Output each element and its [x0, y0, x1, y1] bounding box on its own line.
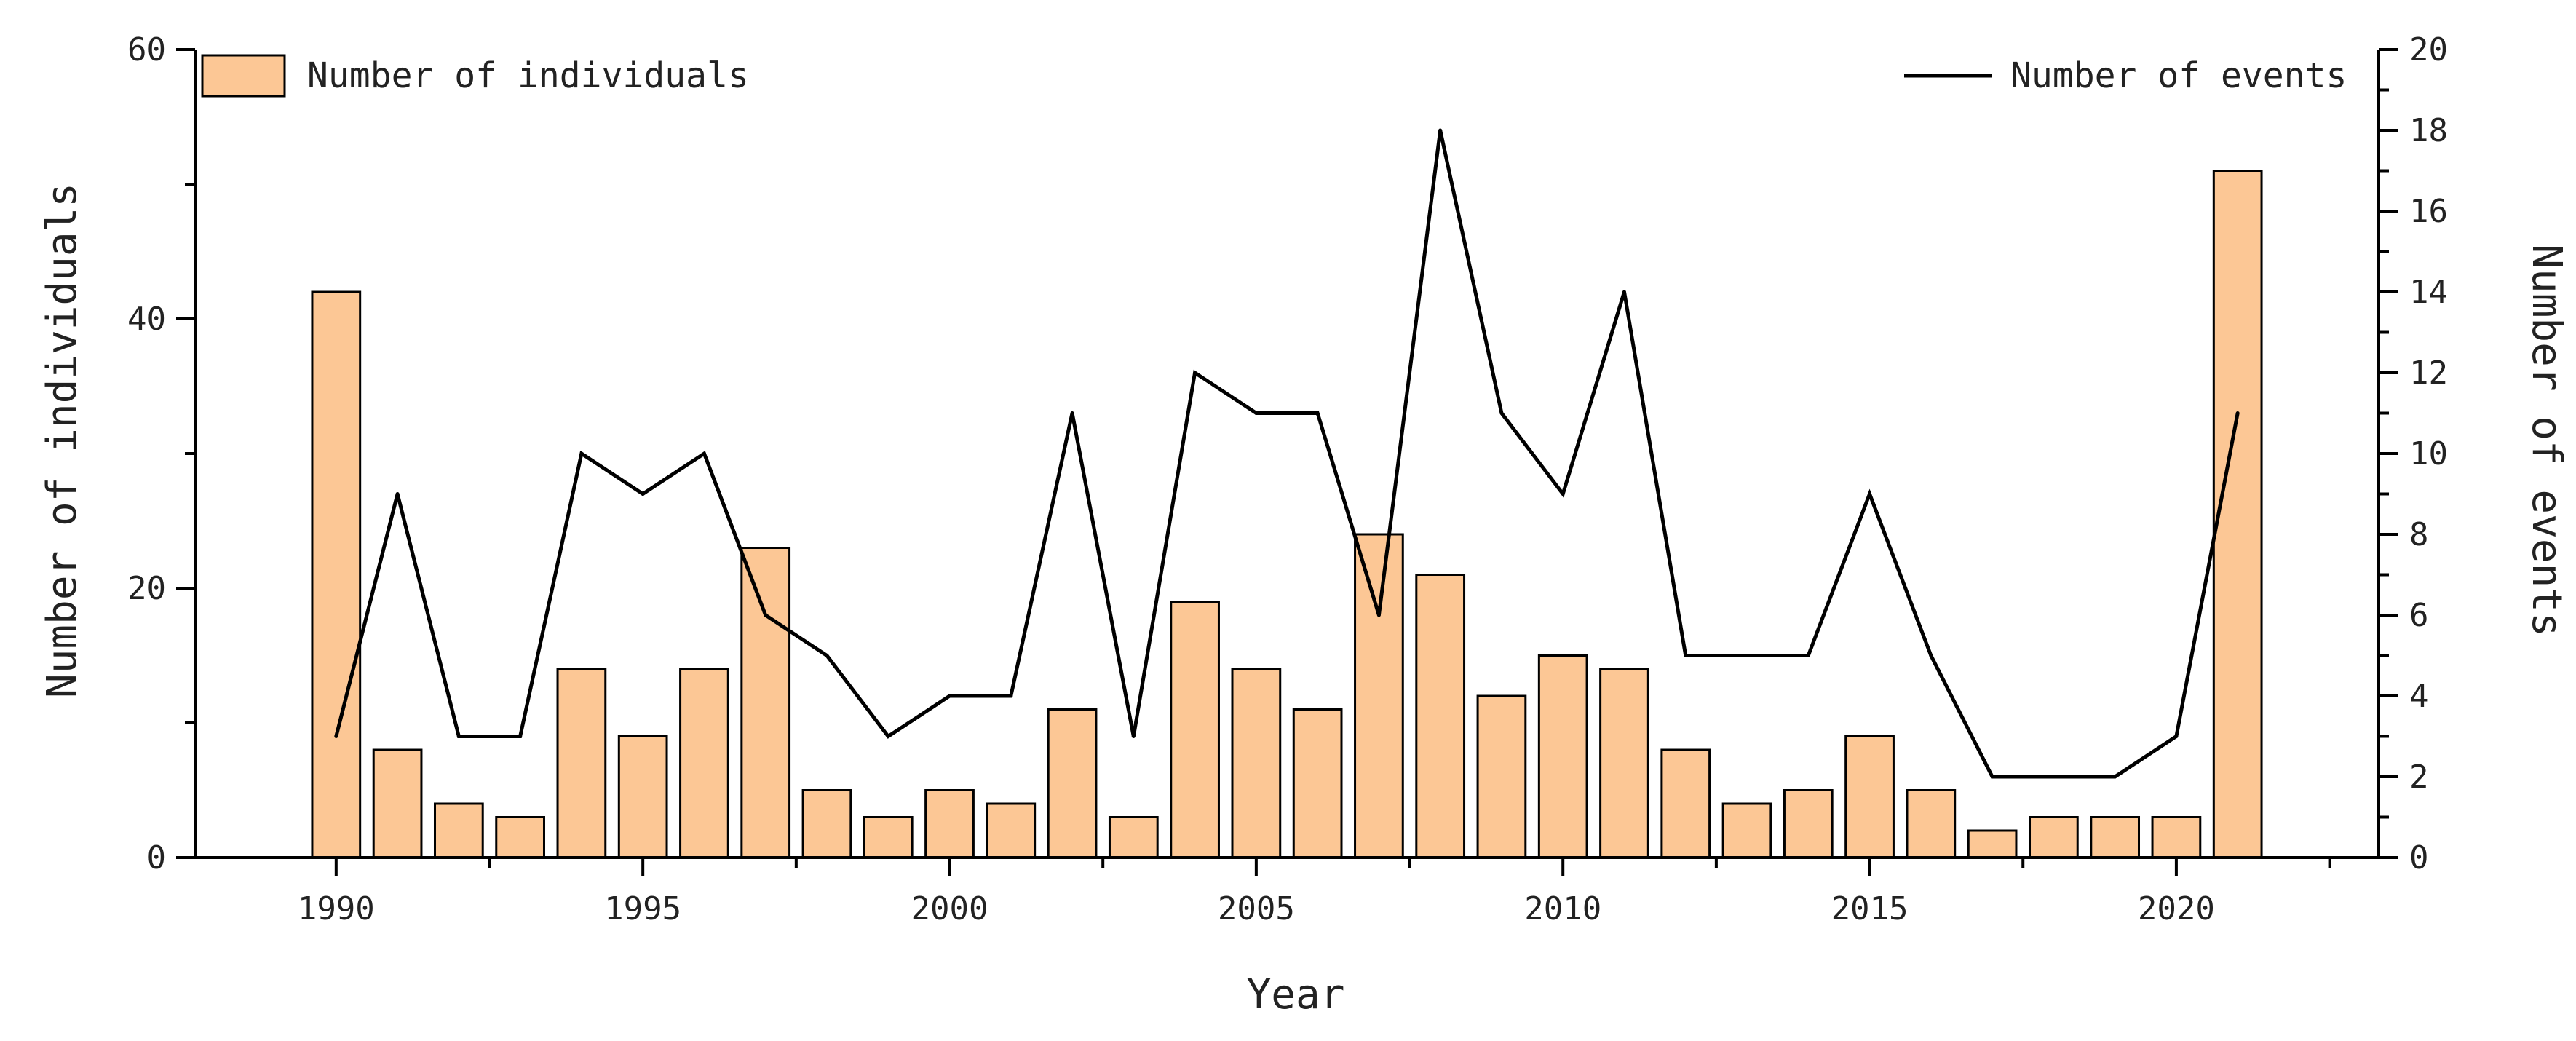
- y2-tick-label: 12: [2409, 355, 2448, 392]
- events-line: [334, 130, 2240, 779]
- event-point-2021: [2235, 411, 2240, 415]
- bars-layer: [311, 170, 2263, 859]
- y2-tick-label: 2: [2409, 759, 2429, 796]
- event-point-2004: [1193, 371, 1197, 375]
- event-point-2010: [1561, 492, 1565, 496]
- event-point-2017: [1990, 775, 1994, 779]
- bar-2006: [1292, 708, 1343, 859]
- bar-1992: [433, 802, 484, 859]
- bar-1997: [740, 547, 791, 859]
- event-point-2002: [1070, 411, 1074, 415]
- bar-2021: [2212, 170, 2263, 859]
- y-axis-title: Number of individuals: [39, 183, 86, 698]
- bar-2001: [986, 802, 1037, 859]
- bar-2000: [924, 789, 975, 859]
- y2-axis-title: Number of events: [2523, 244, 2570, 636]
- bar-2004: [1170, 601, 1220, 859]
- x-tick-label: 2020: [2138, 890, 2215, 927]
- bar-2020: [2151, 816, 2202, 859]
- event-point-1994: [579, 451, 584, 456]
- y2-tick-label: 18: [2409, 112, 2448, 149]
- bar-2008: [1415, 574, 1466, 859]
- event-point-2011: [1622, 290, 1626, 294]
- bar-2015: [1844, 735, 1895, 859]
- y2-tick-label: 14: [2409, 274, 2448, 311]
- legend-events-label: Number of events: [2010, 55, 2347, 96]
- event-point-2008: [1438, 128, 1443, 132]
- event-point-1990: [334, 735, 338, 738]
- bar-2002: [1047, 708, 1098, 859]
- y2-tick-label: 20: [2409, 31, 2448, 68]
- event-point-2009: [1499, 411, 1504, 415]
- bar-2005: [1231, 668, 1282, 859]
- bar-1998: [801, 789, 852, 859]
- bar-2003: [1108, 816, 1159, 859]
- event-point-2019: [2113, 775, 2117, 779]
- legend-individuals-label: Number of individuals: [307, 55, 749, 96]
- event-point-2020: [2174, 735, 2179, 738]
- axes-layer: 1990 1995 2000 2005 2010 2015 2020020406002468…: [127, 31, 2448, 927]
- y2-tick-label: 0: [2409, 839, 2429, 876]
- bar-2017: [1967, 829, 2018, 859]
- event-point-1993: [518, 735, 523, 738]
- y-tick-label: 40: [127, 301, 166, 338]
- bar-2010: [1537, 654, 1588, 859]
- bar-1995: [617, 735, 668, 859]
- x-axis-title: Year: [1247, 971, 1345, 1018]
- event-point-2014: [1806, 654, 1810, 657]
- x-tick-label: 2005: [1218, 890, 1295, 927]
- bar-2014: [1783, 789, 1834, 859]
- legend-events: Number of events: [1904, 55, 2347, 96]
- event-point-2000: [948, 694, 952, 698]
- y-tick-label: 60: [127, 31, 166, 68]
- bar-2018: [2029, 816, 2079, 859]
- y-tick-label: 20: [127, 570, 166, 607]
- event-point-2012: [1684, 654, 1688, 657]
- event-point-1996: [702, 451, 706, 456]
- bar-1993: [495, 816, 545, 859]
- event-point-2007: [1376, 613, 1381, 617]
- event-point-2005: [1254, 411, 1259, 415]
- x-tick-label: 1990: [298, 890, 375, 927]
- y-tick-label: 0: [147, 839, 167, 876]
- event-point-1998: [825, 654, 829, 657]
- event-point-1997: [764, 613, 768, 617]
- event-point-2016: [1929, 654, 1933, 657]
- event-point-2015: [1868, 492, 1872, 496]
- x-tick-label: 2000: [911, 890, 988, 927]
- x-tick-label: 2015: [1831, 890, 1909, 927]
- y2-tick-label: 4: [2409, 678, 2429, 715]
- event-point-1992: [456, 735, 461, 738]
- bar-2019: [2090, 816, 2141, 859]
- y2-tick-label: 10: [2409, 435, 2448, 472]
- x-tick-label: 1995: [604, 890, 681, 927]
- event-point-2006: [1315, 411, 1320, 415]
- bar-1991: [372, 748, 423, 859]
- bar-1999: [863, 816, 914, 859]
- bar-1990: [311, 290, 362, 859]
- legend-individuals: Number of individuals: [201, 54, 749, 98]
- bar-2011: [1599, 668, 1649, 859]
- x-tick-label: 2010: [1524, 890, 1601, 927]
- bar-2012: [1660, 748, 1711, 859]
- event-point-1995: [641, 492, 645, 496]
- events-line-layer: [334, 128, 2240, 779]
- event-point-2013: [1745, 654, 1749, 657]
- bar-1996: [679, 668, 729, 859]
- bar-2009: [1476, 694, 1527, 859]
- y2-tick-label: 16: [2409, 193, 2448, 230]
- event-point-2001: [1009, 694, 1013, 698]
- bar-1994: [556, 668, 607, 859]
- event-point-2003: [1131, 735, 1136, 738]
- y2-tick-label: 8: [2409, 516, 2429, 553]
- event-point-1991: [395, 492, 400, 496]
- y2-tick-label: 6: [2409, 597, 2429, 634]
- legend-bar-swatch: [201, 54, 286, 98]
- bar-2016: [1906, 789, 1957, 859]
- bar-2007: [1354, 533, 1404, 859]
- bar-2013: [1721, 802, 1772, 859]
- event-point-1999: [886, 735, 890, 738]
- event-point-2018: [2051, 775, 2056, 779]
